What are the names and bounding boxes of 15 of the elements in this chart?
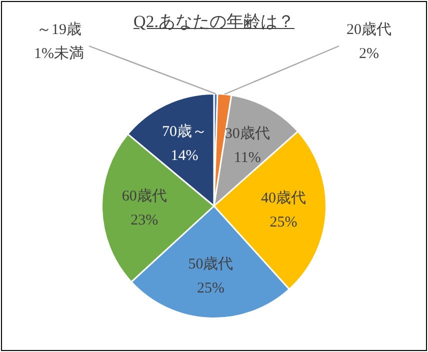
data-label: 25% [196, 280, 224, 296]
data-label: 14% [170, 148, 198, 164]
data-label: 23% [130, 212, 158, 229]
data-label: 11% [234, 150, 261, 166]
slice-label: 50歳代 [188, 255, 234, 272]
data-label: 25% [270, 214, 298, 231]
slice-label: 60歳代 [122, 188, 167, 205]
data-label: 2% [359, 46, 379, 62]
slice-label: 20歳代 [346, 20, 392, 38]
chart-title: Q2.あなたの年齢は？ [133, 12, 295, 31]
slice-label: 70歳～ [162, 122, 208, 140]
slice-label: 40歳代 [260, 190, 306, 207]
slice-label: 30歳代 [224, 124, 270, 142]
data-label: 1%未満 [34, 44, 84, 62]
slice-label: ～19歳 [36, 20, 82, 38]
